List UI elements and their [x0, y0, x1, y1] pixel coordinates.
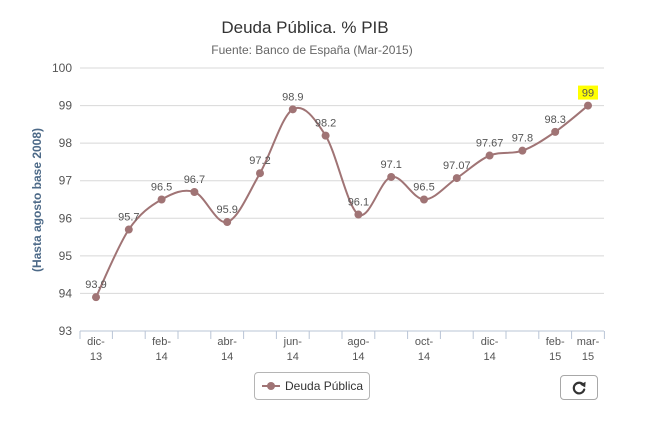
data-label: 98.3: [544, 114, 565, 126]
y-tick-label: 97: [59, 174, 73, 188]
data-label: 96.5: [413, 182, 434, 194]
data-label: 98.9: [282, 91, 303, 103]
data-point: [485, 151, 494, 160]
series-line: [95, 104, 589, 298]
data-point: [551, 127, 560, 136]
chart-subtitle: Fuente: Banco de España (Mar-2015): [211, 43, 412, 57]
x-tick-label: oct-14: [415, 336, 434, 363]
data-label: 97.07: [443, 160, 471, 172]
highlight-box: [578, 85, 598, 100]
x-tick-label: mar-15: [577, 336, 600, 363]
y-tick-label: 100: [52, 61, 72, 75]
chart-title: Deuda Pública. % PIB: [221, 18, 388, 37]
y-tick-label: 96: [59, 211, 73, 225]
y-tick-label: 95: [59, 249, 73, 263]
legend-marker-icon: [262, 381, 280, 391]
data-label: 96.1: [348, 197, 369, 209]
legend-item-deuda-publica[interactable]: Deuda Pública: [254, 372, 370, 400]
data-label: 99: [582, 88, 594, 100]
x-tick-label: abr-14: [217, 336, 237, 363]
reset-zoom-button[interactable]: [560, 375, 598, 400]
data-point: [124, 225, 133, 234]
x-tick-label: ago-14: [347, 336, 369, 363]
data-point: [256, 169, 264, 178]
data-point: [157, 195, 166, 204]
data-point: [387, 172, 396, 181]
x-tick-label: dic-13: [87, 336, 105, 363]
y-axis-title: (Hasta agosto base 2008): [30, 128, 44, 272]
data-label: 95.7: [118, 212, 139, 224]
y-tick-label: 99: [59, 99, 73, 113]
y-tick-label: 98: [59, 136, 73, 150]
data-label: 97.67: [476, 138, 504, 150]
legend-label: Deuda Pública: [285, 379, 364, 393]
x-tick-label: feb-15: [546, 336, 565, 363]
data-label: 95.9: [216, 204, 237, 216]
data-point: [420, 195, 428, 204]
x-tick-label: jun-14: [283, 336, 303, 363]
data-point: [288, 105, 297, 114]
data-label: 98.2: [315, 118, 336, 130]
data-label: 97.8: [512, 133, 533, 145]
data-label: 97.1: [380, 159, 401, 171]
data-point: [354, 210, 363, 219]
data-point: [190, 187, 199, 196]
x-axis: dic-13 feb-14 abr-14 jun-14 ago-14 oct-14 dic-…: [79, 330, 605, 363]
data-label: 93.9: [85, 279, 106, 291]
y-tick-label: 94: [59, 286, 73, 300]
refresh-icon: [572, 381, 586, 394]
data-point: [452, 174, 461, 183]
data-label: 96.7: [184, 174, 205, 186]
data-point: [584, 101, 592, 110]
data-labels: 93.9 95.7 96.5 96.7 95.9 97.2 98.9 98.2 96.1 97.1…: [85, 85, 598, 291]
series-deuda-publica: [92, 101, 592, 302]
data-point: [518, 146, 527, 155]
data-point: [92, 293, 100, 302]
y-axis-ticks: 93 94 95 96 97 98 99 100: [52, 61, 72, 338]
x-tick-label: feb-14: [152, 336, 171, 363]
data-label: 96.5: [151, 182, 172, 194]
y-tick-label: 93: [59, 324, 73, 338]
data-label: 97.2: [249, 155, 270, 167]
data-point: [223, 218, 232, 227]
data-point: [321, 131, 330, 140]
x-tick-label: dic-14: [481, 336, 499, 363]
